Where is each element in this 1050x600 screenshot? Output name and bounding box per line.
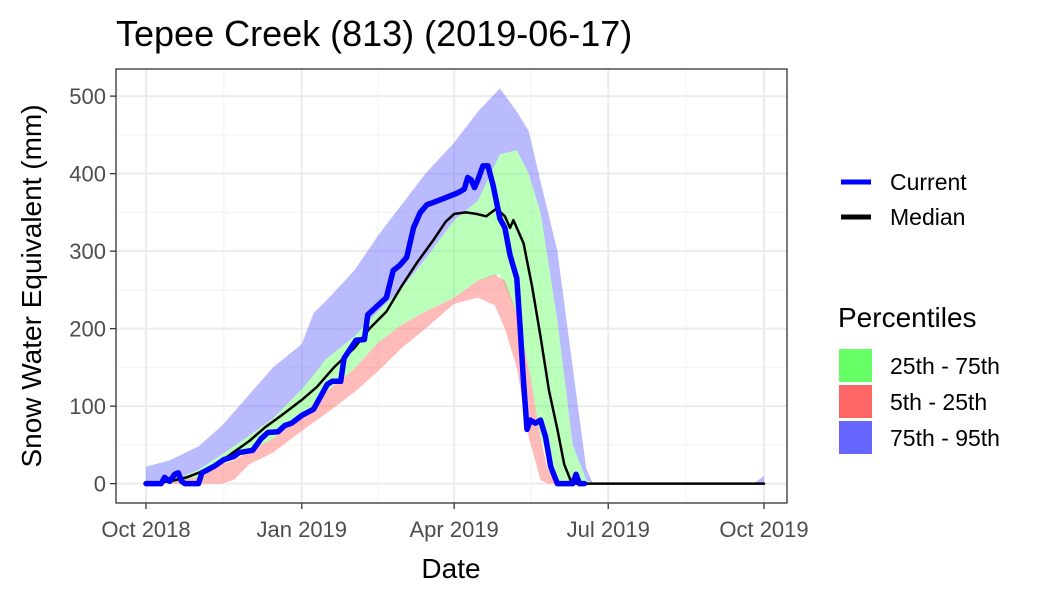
legend-label-5th-25th: 5th - 25th <box>890 389 987 415</box>
legend-percentiles-title: Percentiles <box>838 302 977 333</box>
chart-title: Tepee Creek (813) (2019-06-17) <box>116 13 632 54</box>
percentile-bands <box>146 88 764 484</box>
legend-label-75th-95th: 75th - 95th <box>890 425 1000 451</box>
y-tick-label: 100 <box>69 394 106 419</box>
plot-panel <box>116 69 787 503</box>
y-tick-label: 400 <box>69 162 106 187</box>
series-lines <box>143 163 766 487</box>
plot-border <box>115 68 788 504</box>
x-tick-label: Jul 2019 <box>567 517 650 542</box>
x-tick-label: Oct 2019 <box>719 517 808 542</box>
y-tick-label: 0 <box>94 472 106 497</box>
grid-lines <box>116 69 787 503</box>
legend-percentiles: 25th - 75th 5th - 25th 75th - 95th <box>839 349 1000 454</box>
legend-swatch-25th-75th <box>839 349 872 382</box>
x-tick-label: Apr 2019 <box>410 517 499 542</box>
y-tick-label: 500 <box>69 84 106 109</box>
y-tick-label: 300 <box>69 239 106 264</box>
legend-label-median: Median <box>890 204 965 230</box>
y-axis: 0 100 200 300 400 500 <box>69 84 116 497</box>
line-current <box>143 163 588 487</box>
band-75th-95th <box>146 88 764 484</box>
x-tick-label: Jan 2019 <box>257 517 348 542</box>
band-25th-75th <box>146 150 593 484</box>
y-axis-title: Snow Water Equivalent (mm) <box>16 104 47 467</box>
legend-label-25th-75th: 25th - 75th <box>890 353 1000 379</box>
x-axis: Oct 2018 Jan 2019 Apr 2019 Jul 2019 Oct 2019 <box>101 503 809 542</box>
legend-lines: Current Median <box>841 169 967 230</box>
band-5th-25th <box>146 274 558 484</box>
y-tick-label: 200 <box>69 317 106 342</box>
x-tick-label: Oct 2018 <box>101 517 190 542</box>
legend-swatch-5th-25th <box>839 385 872 418</box>
legend-swatch-75th-95th <box>839 421 872 454</box>
legend-label-current: Current <box>890 169 967 195</box>
x-axis-title: Date <box>421 553 480 584</box>
line-median <box>144 207 766 485</box>
